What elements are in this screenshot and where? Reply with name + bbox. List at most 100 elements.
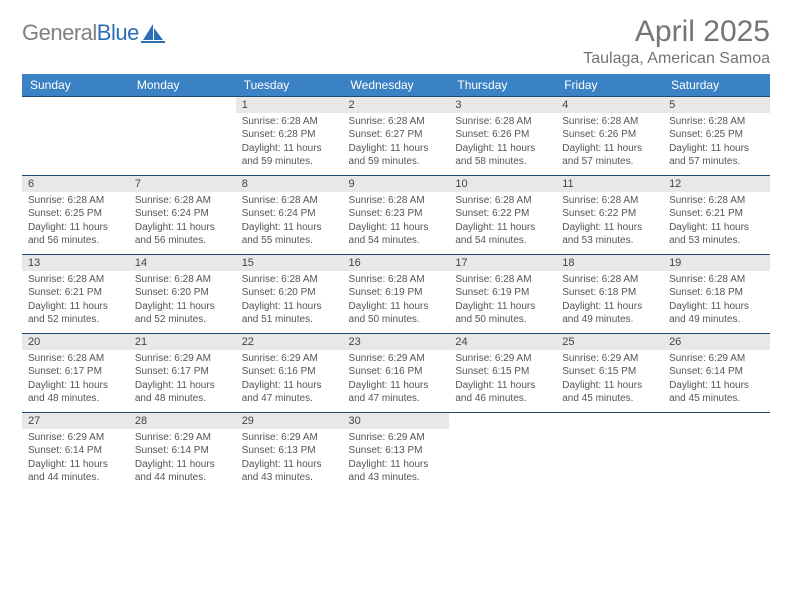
day1-text: Daylight: 11 hours <box>349 458 444 472</box>
calendar-week-row: ..1Sunrise: 6:28 AMSunset: 6:28 PMDaylig… <box>22 96 770 175</box>
sunset-text: Sunset: 6:16 PM <box>242 365 337 379</box>
sunrise-text: Sunrise: 6:29 AM <box>349 352 444 366</box>
sunrise-text: Sunrise: 6:28 AM <box>135 194 230 208</box>
weekday-header: Tuesday <box>236 74 343 97</box>
day-details: Sunrise: 6:28 AMSunset: 6:19 PMDaylight:… <box>343 271 450 333</box>
sunrise-text: Sunrise: 6:28 AM <box>135 273 230 287</box>
day2-text: and 51 minutes. <box>242 313 337 327</box>
sunset-text: Sunset: 6:22 PM <box>562 207 657 221</box>
day1-text: Daylight: 11 hours <box>349 221 444 235</box>
day-details: Sunrise: 6:28 AMSunset: 6:19 PMDaylight:… <box>449 271 556 333</box>
day-details: Sunrise: 6:28 AMSunset: 6:20 PMDaylight:… <box>236 271 343 333</box>
page-title: April 2025 <box>583 16 770 48</box>
day-details: Sunrise: 6:28 AMSunset: 6:20 PMDaylight:… <box>129 271 236 333</box>
day-details: Sunrise: 6:28 AMSunset: 6:24 PMDaylight:… <box>129 192 236 254</box>
sunrise-text: Sunrise: 6:29 AM <box>135 431 230 445</box>
day-details: Sunrise: 6:28 AMSunset: 6:18 PMDaylight:… <box>663 271 770 333</box>
calendar-week-row: 6Sunrise: 6:28 AMSunset: 6:25 PMDaylight… <box>22 175 770 254</box>
sunset-text: Sunset: 6:25 PM <box>28 207 123 221</box>
day2-text: and 43 minutes. <box>242 471 337 485</box>
logo-text-general: General <box>22 20 97 45</box>
day1-text: Daylight: 11 hours <box>135 221 230 235</box>
day2-text: and 59 minutes. <box>242 155 337 169</box>
calendar-week-row: 13Sunrise: 6:28 AMSunset: 6:21 PMDayligh… <box>22 254 770 333</box>
sunrise-text: Sunrise: 6:28 AM <box>28 352 123 366</box>
day1-text: Daylight: 11 hours <box>562 379 657 393</box>
day-details: Sunrise: 6:29 AMSunset: 6:16 PMDaylight:… <box>343 350 450 412</box>
day-number: 8 <box>236 176 343 192</box>
day2-text: and 48 minutes. <box>28 392 123 406</box>
day-number: 5 <box>663 97 770 113</box>
sunset-text: Sunset: 6:24 PM <box>135 207 230 221</box>
sunrise-text: Sunrise: 6:28 AM <box>242 115 337 129</box>
sunrise-text: Sunrise: 6:29 AM <box>242 352 337 366</box>
day-details: Sunrise: 6:28 AMSunset: 6:22 PMDaylight:… <box>556 192 663 254</box>
day-number: 7 <box>129 176 236 192</box>
day-number: 28 <box>129 413 236 429</box>
day1-text: Daylight: 11 hours <box>349 300 444 314</box>
day-details: Sunrise: 6:28 AMSunset: 6:26 PMDaylight:… <box>556 113 663 175</box>
day2-text: and 48 minutes. <box>135 392 230 406</box>
day-number: 10 <box>449 176 556 192</box>
sunrise-text: Sunrise: 6:29 AM <box>669 352 764 366</box>
sunrise-text: Sunrise: 6:28 AM <box>669 194 764 208</box>
day-number: 11 <box>556 176 663 192</box>
calendar-day-cell: 2Sunrise: 6:28 AMSunset: 6:27 PMDaylight… <box>343 96 450 175</box>
sunrise-text: Sunrise: 6:28 AM <box>455 115 550 129</box>
day-details: Sunrise: 6:29 AMSunset: 6:14 PMDaylight:… <box>663 350 770 412</box>
day2-text: and 59 minutes. <box>349 155 444 169</box>
day-details: Sunrise: 6:29 AMSunset: 6:13 PMDaylight:… <box>236 429 343 491</box>
day2-text: and 45 minutes. <box>669 392 764 406</box>
day2-text: and 46 minutes. <box>455 392 550 406</box>
day2-text: and 53 minutes. <box>669 234 764 248</box>
calendar-day-cell: 12Sunrise: 6:28 AMSunset: 6:21 PMDayligh… <box>663 175 770 254</box>
day-number: 17 <box>449 255 556 271</box>
day-number: 1 <box>236 97 343 113</box>
day2-text: and 58 minutes. <box>455 155 550 169</box>
calendar-day-cell: 5Sunrise: 6:28 AMSunset: 6:25 PMDaylight… <box>663 96 770 175</box>
day1-text: Daylight: 11 hours <box>455 142 550 156</box>
day1-text: Daylight: 11 hours <box>455 300 550 314</box>
day1-text: Daylight: 11 hours <box>28 300 123 314</box>
sunset-text: Sunset: 6:20 PM <box>242 286 337 300</box>
day-number: 24 <box>449 334 556 350</box>
sunrise-text: Sunrise: 6:28 AM <box>349 273 444 287</box>
calendar-day-cell: 13Sunrise: 6:28 AMSunset: 6:21 PMDayligh… <box>22 254 129 333</box>
sunrise-text: Sunrise: 6:28 AM <box>562 194 657 208</box>
sunrise-text: Sunrise: 6:28 AM <box>28 273 123 287</box>
calendar-day-cell: 4Sunrise: 6:28 AMSunset: 6:26 PMDaylight… <box>556 96 663 175</box>
day-details: Sunrise: 6:28 AMSunset: 6:21 PMDaylight:… <box>22 271 129 333</box>
sunset-text: Sunset: 6:14 PM <box>135 444 230 458</box>
sunrise-text: Sunrise: 6:28 AM <box>669 273 764 287</box>
sunrise-text: Sunrise: 6:28 AM <box>349 115 444 129</box>
day1-text: Daylight: 11 hours <box>455 379 550 393</box>
day1-text: Daylight: 11 hours <box>455 221 550 235</box>
sunrise-text: Sunrise: 6:29 AM <box>28 431 123 445</box>
day-details: Sunrise: 6:28 AMSunset: 6:17 PMDaylight:… <box>22 350 129 412</box>
calendar-day-cell: 10Sunrise: 6:28 AMSunset: 6:22 PMDayligh… <box>449 175 556 254</box>
day-number: 22 <box>236 334 343 350</box>
day-details: Sunrise: 6:28 AMSunset: 6:18 PMDaylight:… <box>556 271 663 333</box>
sunrise-text: Sunrise: 6:28 AM <box>349 194 444 208</box>
day-number: 18 <box>556 255 663 271</box>
header-row: GeneralBlue April 2025 Taulaga, American… <box>22 16 770 68</box>
day-number: 26 <box>663 334 770 350</box>
day-details: Sunrise: 6:28 AMSunset: 6:24 PMDaylight:… <box>236 192 343 254</box>
calendar-day-cell: 14Sunrise: 6:28 AMSunset: 6:20 PMDayligh… <box>129 254 236 333</box>
day-number: 4 <box>556 97 663 113</box>
day1-text: Daylight: 11 hours <box>669 379 764 393</box>
sunrise-text: Sunrise: 6:29 AM <box>242 431 337 445</box>
day2-text: and 49 minutes. <box>562 313 657 327</box>
day-number: 27 <box>22 413 129 429</box>
calendar-day-cell: 22Sunrise: 6:29 AMSunset: 6:16 PMDayligh… <box>236 333 343 412</box>
day1-text: Daylight: 11 hours <box>562 142 657 156</box>
sunrise-text: Sunrise: 6:28 AM <box>669 115 764 129</box>
day2-text: and 49 minutes. <box>669 313 764 327</box>
sunset-text: Sunset: 6:13 PM <box>242 444 337 458</box>
day-details: Sunrise: 6:28 AMSunset: 6:25 PMDaylight:… <box>22 192 129 254</box>
calendar-day-cell: 29Sunrise: 6:29 AMSunset: 6:13 PMDayligh… <box>236 412 343 491</box>
day-number: 15 <box>236 255 343 271</box>
day-details: Sunrise: 6:29 AMSunset: 6:17 PMDaylight:… <box>129 350 236 412</box>
sunset-text: Sunset: 6:18 PM <box>562 286 657 300</box>
day1-text: Daylight: 11 hours <box>28 379 123 393</box>
